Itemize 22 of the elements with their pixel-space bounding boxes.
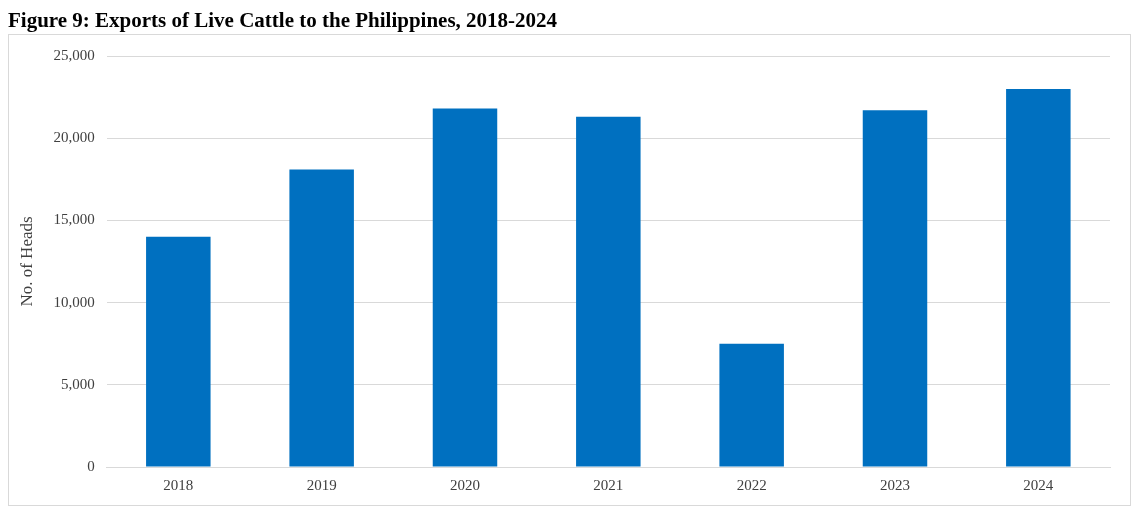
bar xyxy=(289,169,354,467)
chart-title: Figure 9: Exports of Live Cattle to the Philippines, 2018-2024 xyxy=(8,8,559,34)
y-axis-title: No. of Heads xyxy=(16,216,36,307)
bar xyxy=(1006,88,1071,467)
x-tick-label: 2024 xyxy=(1023,476,1054,493)
y-tick-label: 5,000 xyxy=(60,375,95,392)
bar xyxy=(719,343,784,467)
x-tick-label: 2022 xyxy=(736,476,767,493)
x-tick-label: 2019 xyxy=(306,476,337,493)
bar xyxy=(862,110,928,467)
x-tick-label: 2018 xyxy=(163,476,194,493)
y-tick-label: 20,000 xyxy=(53,129,95,146)
bar xyxy=(432,108,498,467)
bar xyxy=(146,236,211,467)
x-tick-label: 2023 xyxy=(880,476,910,493)
x-tick-label: 2021 xyxy=(593,476,624,493)
x-tick-label: 2020 xyxy=(449,476,480,493)
y-tick-label: 15,000 xyxy=(53,211,95,228)
y-tick-label: 25,000 xyxy=(53,46,95,63)
y-tick-label: 0 xyxy=(87,457,95,474)
y-tick-label: 10,000 xyxy=(53,293,95,310)
bar xyxy=(576,116,641,467)
